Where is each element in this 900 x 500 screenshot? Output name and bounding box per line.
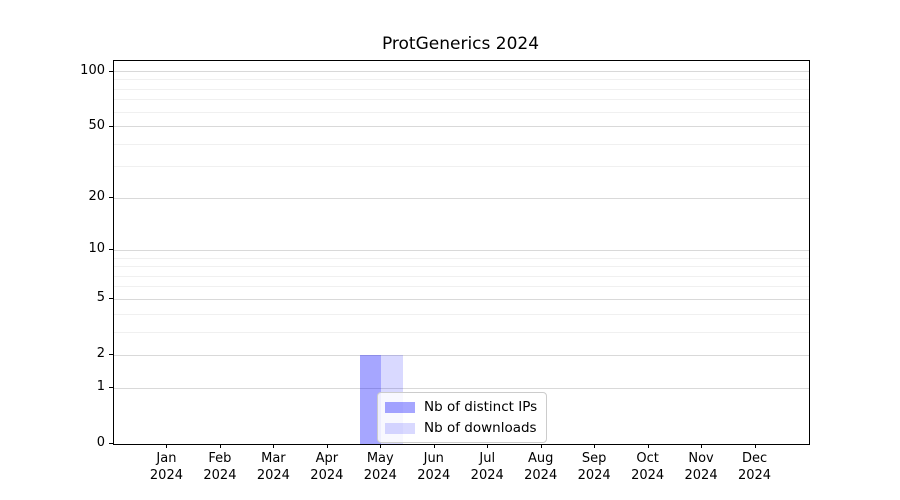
x-tick	[594, 444, 596, 448]
y-tick-label: 5	[96, 290, 105, 306]
y-tick	[109, 443, 114, 444]
y-tick-label: 2	[96, 346, 105, 362]
x-tick	[326, 444, 328, 448]
x-tick-label: Mar 2024	[256, 451, 290, 483]
x-tick-label: Sep 2024	[577, 451, 611, 483]
major-gridline	[114, 298, 809, 300]
minor-gridline	[114, 143, 809, 145]
minor-gridline	[114, 79, 809, 81]
y-tick	[109, 298, 114, 300]
x-tick	[166, 444, 168, 448]
minor-gridline	[114, 331, 809, 333]
y-tick-label: 100	[80, 62, 105, 78]
legend-item-downloads: Nb of downloads	[385, 420, 537, 436]
minor-gridline	[114, 275, 809, 277]
x-tick-label: Apr 2024	[310, 451, 344, 483]
legend-swatch-distinct-ips	[385, 401, 415, 413]
x-tick-label: Feb 2024	[203, 451, 237, 483]
plot-area	[113, 60, 810, 445]
x-tick-label: Jan 2024	[149, 451, 183, 483]
legend-swatch-downloads	[385, 422, 415, 434]
major-gridline	[114, 71, 809, 72]
major-gridline	[114, 197, 809, 199]
minor-gridline	[114, 88, 809, 90]
minor-gridline	[114, 166, 809, 168]
minor-gridline	[114, 99, 809, 101]
y-tick	[109, 197, 114, 199]
x-tick	[754, 444, 756, 448]
y-tick	[109, 249, 114, 251]
legend-label-downloads: Nb of downloads	[424, 420, 537, 436]
x-tick	[540, 444, 542, 448]
y-tick-label: 1	[96, 379, 105, 395]
x-tick	[701, 444, 703, 448]
x-tick	[380, 444, 382, 448]
x-tick	[647, 444, 649, 448]
minor-gridline	[114, 313, 809, 315]
minor-gridline	[114, 257, 809, 259]
minor-gridline	[114, 266, 809, 268]
x-tick-label: Jul 2024	[470, 451, 504, 483]
x-tick-label: May 2024	[363, 451, 397, 483]
x-tick-label: Jun 2024	[417, 451, 451, 483]
legend-label-distinct-ips: Nb of distinct IPs	[424, 399, 538, 415]
major-gridline	[114, 249, 809, 251]
bar-nb-of-distinct-ips-may	[359, 355, 382, 444]
y-tick	[109, 70, 114, 72]
y-tick	[109, 125, 114, 127]
minor-gridline	[114, 111, 809, 113]
x-tick-label: Dec 2024	[737, 451, 772, 483]
x-tick-label: Nov 2024	[684, 451, 718, 483]
y-tick	[109, 387, 114, 389]
major-gridline	[114, 126, 809, 128]
y-tick	[109, 354, 114, 356]
y-tick-label: 20	[88, 189, 105, 205]
x-tick-label: Oct 2024	[631, 451, 665, 483]
x-tick	[219, 444, 221, 448]
y-tick-label: 10	[88, 241, 105, 257]
x-tick	[487, 444, 489, 448]
x-tick	[433, 444, 435, 448]
x-tick-label: Aug 2024	[524, 451, 558, 483]
chart-title: ProtGenerics 2024	[381, 34, 540, 54]
minor-gridline	[114, 286, 809, 288]
legend: Nb of distinct IPs Nb of downloads	[377, 392, 548, 443]
x-tick	[273, 444, 275, 448]
major-gridline	[114, 387, 809, 389]
legend-item-distinct-ips: Nb of distinct IPs	[385, 399, 537, 415]
y-tick-label: 0	[96, 435, 105, 450]
major-gridline	[114, 354, 809, 356]
y-tick-label: 50	[88, 117, 105, 133]
